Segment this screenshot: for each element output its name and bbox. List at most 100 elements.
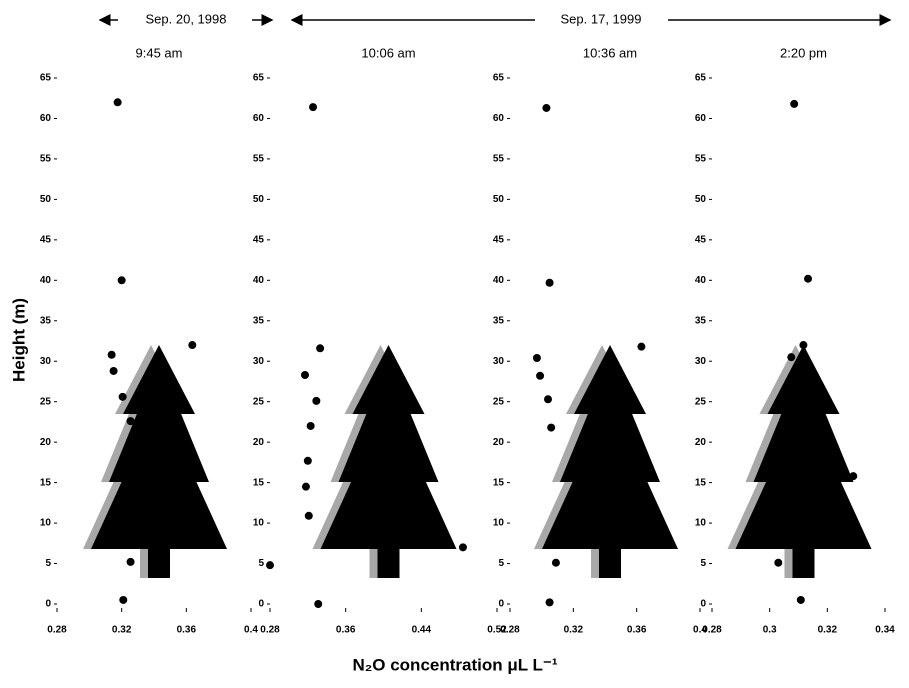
y-tick-label: 65	[695, 73, 707, 84]
y-tick-label: 30	[40, 356, 52, 367]
y-tick-label: 65	[493, 73, 505, 84]
data-point	[109, 366, 118, 375]
y-tick-label: 40	[253, 275, 265, 286]
tree-tier	[753, 360, 854, 482]
y-tick-label: 15	[253, 477, 265, 488]
x-tick-label: 0.44	[412, 625, 432, 636]
x-tick-label: 0.28	[500, 625, 520, 636]
y-tick-label: 5	[700, 558, 706, 569]
tree-tier	[574, 345, 646, 414]
y-tick-label: 25	[40, 396, 52, 407]
data-point	[314, 600, 323, 608]
y-tick-label: 40	[493, 275, 505, 286]
data-point	[126, 417, 135, 426]
data-point	[796, 595, 805, 604]
date-label: Sep. 17, 1999	[561, 11, 642, 26]
x-tick-label: 0.36	[336, 625, 356, 636]
data-point	[306, 421, 315, 430]
data-point	[303, 456, 312, 465]
y-tick-label: 10	[253, 518, 265, 529]
y-tick-label: 20	[40, 437, 52, 448]
panel-title: 10:06 am	[361, 45, 415, 60]
y-tick-label: 5	[258, 558, 264, 569]
x-tick-label: 0.28	[47, 625, 67, 636]
data-point	[799, 341, 808, 350]
y-tick-label: 65	[40, 73, 52, 84]
y-tick-label: 35	[493, 315, 505, 326]
y-tick-label: 10	[695, 518, 707, 529]
data-point	[312, 396, 321, 405]
y-tick-label: 20	[695, 437, 707, 448]
x-tick-label: 0.32	[112, 625, 132, 636]
x-tick-label: 0.4	[244, 625, 258, 636]
y-tick-label: 0	[258, 599, 264, 610]
data-point	[532, 353, 541, 362]
y-tick-label: 55	[695, 154, 707, 165]
data-point	[107, 350, 116, 359]
data-point	[117, 276, 126, 285]
data-point	[266, 561, 274, 570]
y-tick-label: 25	[695, 396, 707, 407]
y-tick-label: 10	[493, 518, 505, 529]
y-tick-label: 20	[493, 437, 505, 448]
data-point	[805, 417, 814, 426]
panel-title: 10:36 am	[583, 45, 637, 60]
tree-tier	[767, 345, 840, 414]
tree	[542, 345, 678, 578]
data-point	[637, 342, 646, 351]
data-point	[304, 511, 313, 520]
tree-trunk	[377, 548, 400, 578]
y-tick-label: 45	[253, 234, 265, 245]
date-label: Sep. 20, 1998	[146, 11, 227, 26]
tree	[320, 345, 457, 578]
y-tick-label: 45	[40, 234, 52, 245]
panel-title: 2:20 pm	[780, 45, 827, 60]
data-point	[316, 344, 325, 353]
tree-tier	[109, 360, 209, 482]
y-tick-label: 55	[253, 154, 265, 165]
y-tick-label: 20	[253, 437, 265, 448]
x-tick-label: 0.36	[177, 625, 197, 636]
data-point	[126, 557, 135, 566]
data-point	[300, 370, 309, 379]
y-tick-label: 50	[695, 194, 707, 205]
y-tick-label: 45	[493, 234, 505, 245]
x-tick-label: 0.36	[627, 625, 647, 636]
data-point	[188, 341, 197, 350]
tree-tier	[560, 360, 660, 482]
x-tick-label: 0.28	[702, 625, 722, 636]
y-tick-label: 65	[253, 73, 265, 84]
tree-trunk	[792, 548, 815, 578]
y-tick-label: 55	[493, 154, 505, 165]
data-point	[118, 392, 127, 401]
data-point	[804, 274, 813, 283]
y-tick-label: 40	[40, 275, 52, 286]
tree-tier	[123, 345, 195, 414]
data-point	[545, 598, 554, 607]
y-axis-label: Height (m)	[9, 298, 28, 382]
x-tick-label: 0.32	[818, 625, 838, 636]
data-point	[790, 99, 799, 108]
data-point	[119, 595, 128, 604]
y-tick-label: 5	[45, 558, 51, 569]
data-point	[113, 98, 122, 107]
y-tick-label: 0	[700, 599, 706, 610]
data-point	[309, 103, 318, 112]
y-tick-label: 50	[493, 194, 505, 205]
data-point	[458, 543, 467, 552]
x-tick-label: 0.52	[487, 625, 507, 636]
x-axis-label: N₂O concentration μL L⁻¹	[352, 655, 557, 674]
y-tick-label: 60	[253, 113, 265, 124]
tree-trunk	[148, 548, 170, 578]
data-point	[774, 558, 783, 567]
data-point	[545, 278, 554, 287]
y-tick-label: 35	[40, 315, 52, 326]
data-point	[849, 472, 858, 481]
x-tick-label: 0.34	[875, 625, 895, 636]
tree-tier	[352, 345, 425, 414]
y-tick-label: 30	[493, 356, 505, 367]
tree-trunk	[599, 548, 621, 578]
y-tick-label: 25	[253, 396, 265, 407]
tree	[91, 345, 227, 578]
